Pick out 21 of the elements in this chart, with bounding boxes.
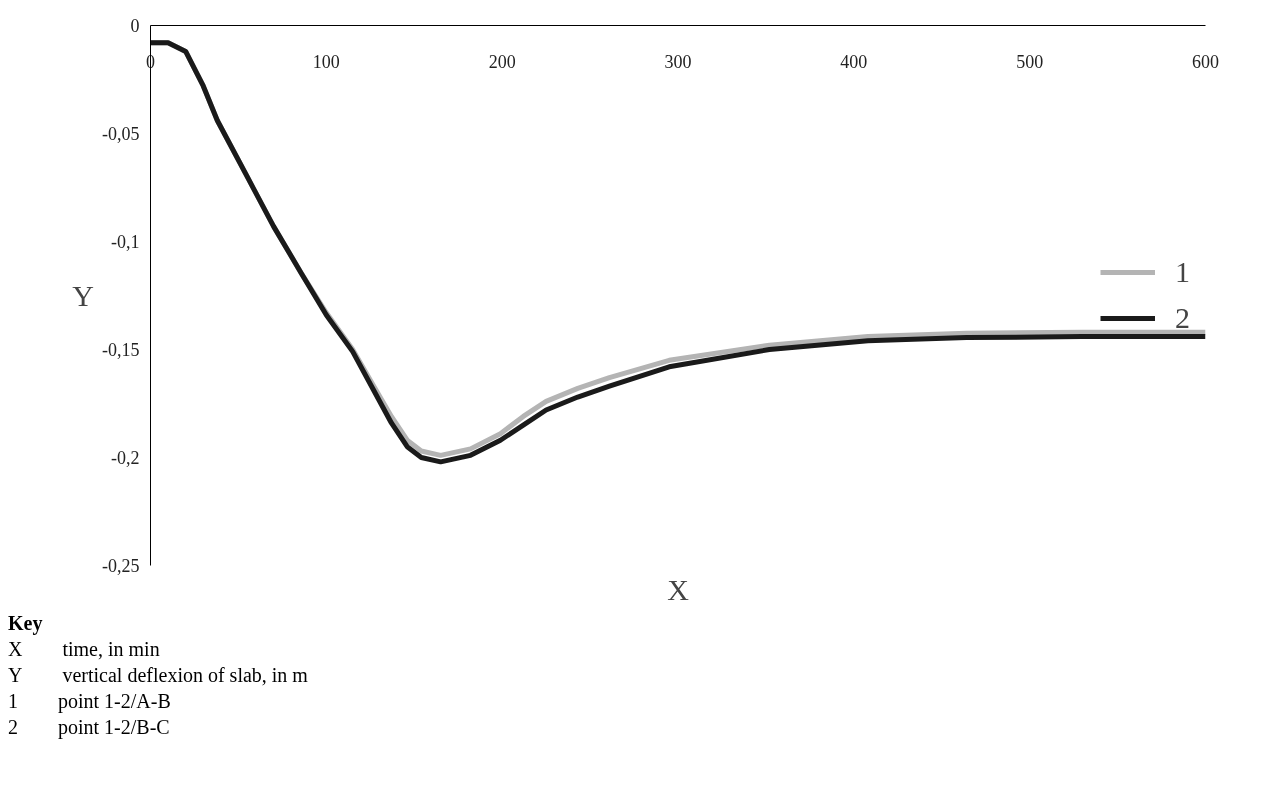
y-tick-label: -0,25 <box>102 556 140 576</box>
x-tick-label: 300 <box>664 51 692 72</box>
x-tick-label: 400 <box>840 51 868 72</box>
y-tick-label: -0,15 <box>102 340 140 360</box>
text: X time, in min <box>8 637 160 662</box>
x-tick-label: 500 <box>1016 51 1044 72</box>
x-tick-label: 100 <box>312 51 340 72</box>
x-tick-label: 200 <box>488 51 516 72</box>
x-axis-title: X <box>667 572 690 606</box>
legend-label: 1 <box>1175 255 1191 289</box>
x-tick-label: 600 <box>1192 51 1219 72</box>
legend-label: 2 <box>1175 301 1191 335</box>
y-tick-label: 0 <box>130 16 140 36</box>
y-tick-label: -0,2 <box>111 448 140 468</box>
text: Y vertical deflexion of slab, in m <box>8 663 308 688</box>
text: Key <box>8 611 43 636</box>
y-axis-title: Y <box>72 279 95 312</box>
text: 1 point 1-2/A-B <box>8 689 171 714</box>
text: 2 point 1-2/B-C <box>8 715 170 740</box>
y-tick-label: -0,05 <box>102 124 140 144</box>
y-tick-label: -0,1 <box>111 232 140 252</box>
